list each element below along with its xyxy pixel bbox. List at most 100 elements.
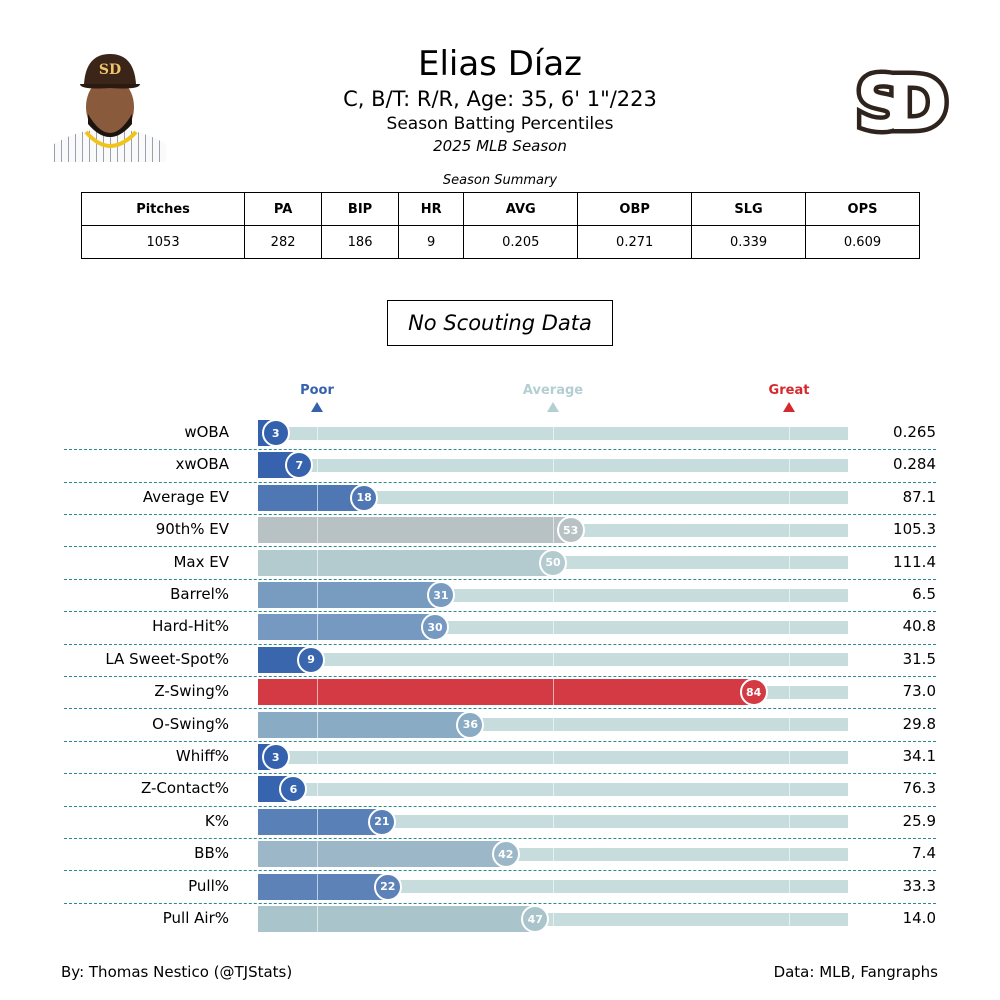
gridline bbox=[317, 549, 318, 576]
team-logo: SD bbox=[846, 48, 953, 160]
stat-label-hard-hit-: Hard-Hit% bbox=[152, 617, 229, 636]
stat-label-bb-: BB% bbox=[194, 844, 229, 863]
stat-value-woba: 0.265 bbox=[893, 423, 936, 441]
gridline bbox=[553, 452, 554, 479]
stat-label-max-ev: Max EV bbox=[173, 552, 229, 571]
gridline bbox=[789, 744, 790, 770]
percentile-badge-woba: 3 bbox=[261, 419, 290, 447]
stat-value-z-swing-: 73.0 bbox=[902, 682, 936, 701]
gridline bbox=[553, 744, 554, 770]
gridline bbox=[317, 679, 318, 706]
stat-value-bb-: 7.4 bbox=[912, 844, 936, 863]
summary-header-obp: OBP bbox=[577, 192, 693, 226]
percentile-badge-pull-air-: 47 bbox=[521, 905, 550, 933]
gridline bbox=[789, 906, 790, 932]
stat-label-barrel-: Barrel% bbox=[170, 585, 229, 603]
summary-value-pitches: 1053 bbox=[80, 225, 246, 259]
bar-fill-bb- bbox=[258, 841, 506, 868]
marker-triangle-icon bbox=[783, 402, 795, 412]
row-divider bbox=[64, 643, 936, 645]
row-divider bbox=[64, 546, 936, 548]
gridline bbox=[317, 452, 318, 479]
summary-header-bip: BIP bbox=[321, 192, 400, 226]
gridline bbox=[553, 906, 554, 932]
gridline bbox=[317, 517, 318, 544]
percentile-badge-bb-: 42 bbox=[491, 840, 520, 869]
gridline bbox=[553, 646, 554, 673]
summary-value-bip: 186 bbox=[321, 225, 400, 259]
percentile-badge-pull-: 22 bbox=[373, 872, 402, 901]
gridline bbox=[789, 646, 790, 673]
gridline bbox=[553, 873, 554, 900]
stat-label-whiff-: Whiff% bbox=[175, 747, 229, 765]
bar-fill-average-ev bbox=[258, 484, 365, 511]
gridline bbox=[789, 841, 790, 868]
stat-label-la-sweet-spot-: LA Sweet-Spot% bbox=[105, 649, 229, 668]
bar-fill-pull- bbox=[258, 873, 388, 900]
stat-label-90th-ev: 90th% EV bbox=[155, 520, 229, 539]
gridline bbox=[317, 484, 318, 511]
gridline bbox=[789, 873, 790, 900]
gridline bbox=[789, 582, 790, 608]
stat-value-max-ev: 111.4 bbox=[893, 552, 936, 571]
summary-value-slg: 0.339 bbox=[691, 225, 807, 259]
percentile-badge-hard-hit-: 30 bbox=[421, 613, 449, 642]
summary-header-pitches: Pitches bbox=[80, 192, 246, 226]
marker-label-poor: Poor bbox=[300, 383, 334, 398]
stat-label-k-: K% bbox=[204, 811, 229, 830]
gridline bbox=[317, 906, 318, 932]
stat-value-average-ev: 87.1 bbox=[902, 487, 936, 506]
row-divider bbox=[64, 481, 936, 483]
svg-text:SD: SD bbox=[99, 62, 121, 78]
gridline bbox=[789, 484, 790, 511]
gridline bbox=[317, 873, 318, 900]
stat-value-z-contact-: 76.3 bbox=[902, 779, 936, 798]
summary-value-avg: 0.205 bbox=[463, 225, 579, 259]
percentile-badge-la-sweet-spot-: 9 bbox=[297, 645, 326, 674]
bar-fill-z-swing- bbox=[258, 679, 754, 706]
gridline bbox=[553, 582, 554, 608]
scouting-text: No Scouting Data bbox=[408, 311, 592, 335]
credit-author: By: Thomas Nestico (@TJStats) bbox=[61, 963, 293, 981]
stat-value-pull-: 33.3 bbox=[902, 876, 936, 895]
bar-fill-hard-hit- bbox=[258, 614, 435, 641]
gridline bbox=[553, 841, 554, 868]
gridline bbox=[317, 744, 318, 770]
percentile-badge-k-: 21 bbox=[367, 807, 396, 836]
stat-value-hard-hit-: 40.8 bbox=[902, 617, 936, 636]
row-divider bbox=[64, 870, 936, 872]
gridline bbox=[317, 614, 318, 641]
stat-label-pull-: Pull% bbox=[188, 876, 229, 895]
percentile-badge-barrel-: 31 bbox=[426, 581, 455, 609]
summary-title: Season Summary bbox=[442, 173, 558, 188]
row-divider bbox=[64, 902, 936, 904]
stat-label-woba: wOBA bbox=[184, 423, 229, 441]
bar-fill-k- bbox=[258, 808, 382, 835]
summary-header-slg: SLG bbox=[691, 192, 807, 226]
player-info: C, B/T: R/R, Age: 35, 6' 1"/223 bbox=[343, 87, 657, 111]
stat-label-average-ev: Average EV bbox=[142, 487, 229, 506]
row-divider bbox=[64, 805, 936, 807]
stat-value-pull-air-: 14.0 bbox=[902, 909, 936, 927]
credit-source: Data: MLB, Fangraphs bbox=[773, 963, 938, 981]
gridline bbox=[553, 517, 554, 544]
player-name: Elias Díaz bbox=[417, 44, 583, 84]
percentile-badge-o-swing-: 36 bbox=[456, 710, 485, 739]
scouting-box: No Scouting Data bbox=[387, 300, 613, 346]
marker-triangle-icon bbox=[547, 402, 559, 412]
stat-value-barrel-: 6.5 bbox=[912, 585, 936, 603]
gridline bbox=[317, 582, 318, 608]
bar-fill-90th-ev bbox=[258, 517, 571, 544]
gridline bbox=[789, 452, 790, 479]
summary-value-hr: 9 bbox=[398, 225, 465, 259]
percentile-badge-z-contact-: 6 bbox=[279, 775, 308, 804]
row-divider bbox=[64, 676, 936, 677]
percentile-badge-xwoba: 7 bbox=[285, 451, 314, 480]
stat-label-pull-air-: Pull Air% bbox=[162, 909, 229, 927]
marker-label-average: Average bbox=[522, 383, 584, 398]
gridline bbox=[317, 776, 318, 803]
gridline bbox=[789, 614, 790, 641]
gridline bbox=[789, 549, 790, 576]
bar-fill-barrel- bbox=[258, 582, 441, 608]
gridline bbox=[553, 420, 554, 446]
